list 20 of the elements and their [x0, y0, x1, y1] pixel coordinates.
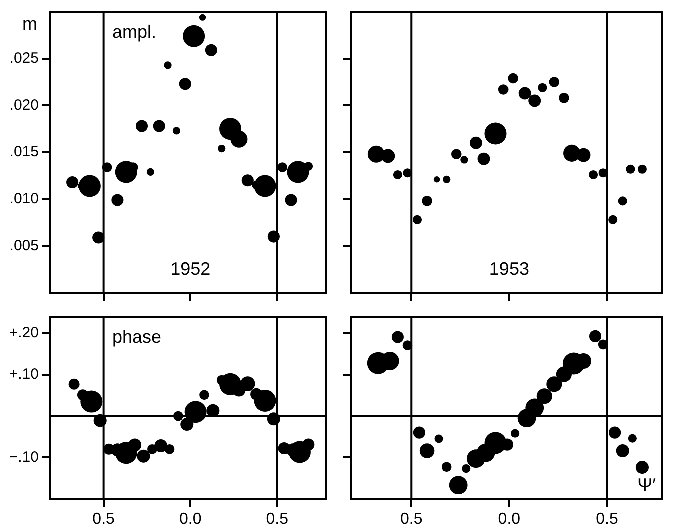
- x-tick-label: 0.5: [596, 511, 618, 528]
- text: 1952: [170, 258, 211, 279]
- y-tick-label: .020: [10, 96, 39, 114]
- y-tick-label: .005: [10, 237, 39, 254]
- annotation: phase: [112, 326, 162, 347]
- y-tick-label: −.10: [9, 448, 39, 466]
- y-tick-label: .010: [10, 190, 39, 208]
- x-tick-label: 0.5: [266, 511, 289, 528]
- y-tick-label: .025: [10, 50, 39, 67]
- text: 1953: [489, 258, 530, 279]
- y-axis-title: m: [22, 14, 38, 34]
- x-tick-label: 0.5: [92, 511, 116, 528]
- x-tick-label: 0.0: [498, 511, 521, 528]
- y-tick-label: +.10: [9, 366, 39, 384]
- y-tick-label: .015: [10, 144, 39, 161]
- x-tick-label: 0.5: [400, 511, 423, 528]
- annotation: ampl.: [112, 22, 157, 42]
- x-tick-label: 0.0: [179, 511, 202, 528]
- y-tick-label: +.20: [9, 324, 39, 342]
- x-axis-title: Ψ′: [638, 474, 657, 495]
